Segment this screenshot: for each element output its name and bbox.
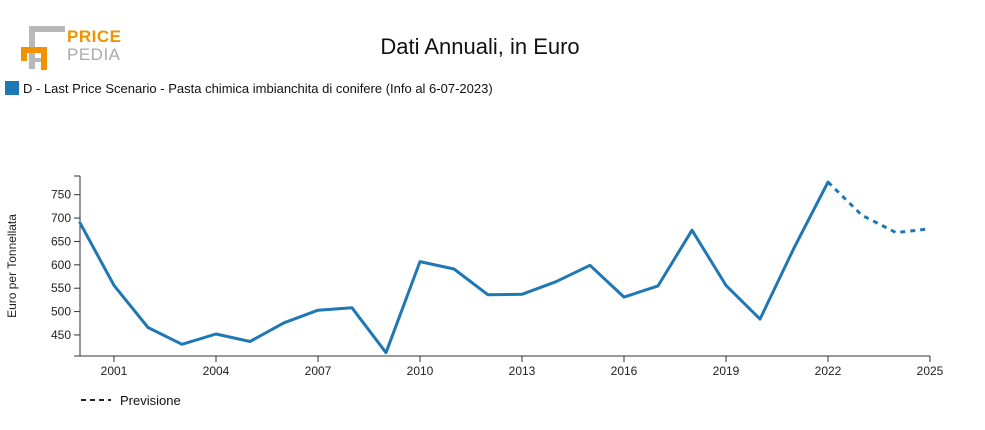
forecast-legend[interactable]: Previsione [81,393,181,408]
x-tick-label: 2016 [611,364,638,378]
series-legend-label: D - Last Price Scenario - Pasta chimica … [23,81,493,96]
series-layer [78,180,931,355]
axes: 450 500 550 600 650 700 750 2001 2004 2007 2010 201… [51,175,944,378]
y-tick-label: 750 [51,188,71,202]
x-tick-label: 2022 [815,364,842,378]
pricepedia-logo: PRICE PEDIA [21,26,121,70]
logo-text-pedia: PEDIA [67,45,121,64]
y-tick-label: 550 [51,281,71,295]
x-tick-label: 2013 [509,364,536,378]
x-tick-label: 2001 [101,364,128,378]
price-series-line [78,180,830,355]
logo-mark-orange-h [21,47,47,53]
x-tick-label: 2010 [407,364,434,378]
y-tick-label: 500 [51,305,71,319]
logo-mark-orange-v [41,47,47,70]
logo-mark-grey-h [29,26,65,32]
chart-title: Dati Annuali, in Euro [380,34,579,59]
y-tick-label: 450 [51,328,71,342]
x-tick-label: 2019 [713,364,740,378]
x-tick-label: 2004 [203,364,230,378]
y-axis-label: Euro per Tonnellata [5,214,19,318]
y-tick-label: 600 [51,258,71,272]
y-tick-label: 700 [51,211,71,225]
series-legend-swatch [5,81,19,95]
logo-mark-orange-sq [21,53,27,61]
forecast-series-line [826,181,931,235]
logo-text-price: PRICE [67,27,121,46]
forecast-legend-label: Previsione [120,393,181,408]
x-tick-label: 2007 [305,364,332,378]
logo-mark-grey-h2 [29,58,47,62]
series-legend[interactable]: D - Last Price Scenario - Pasta chimica … [5,81,493,96]
y-tick-label: 650 [51,234,71,248]
x-tick-label: 2025 [917,364,944,378]
